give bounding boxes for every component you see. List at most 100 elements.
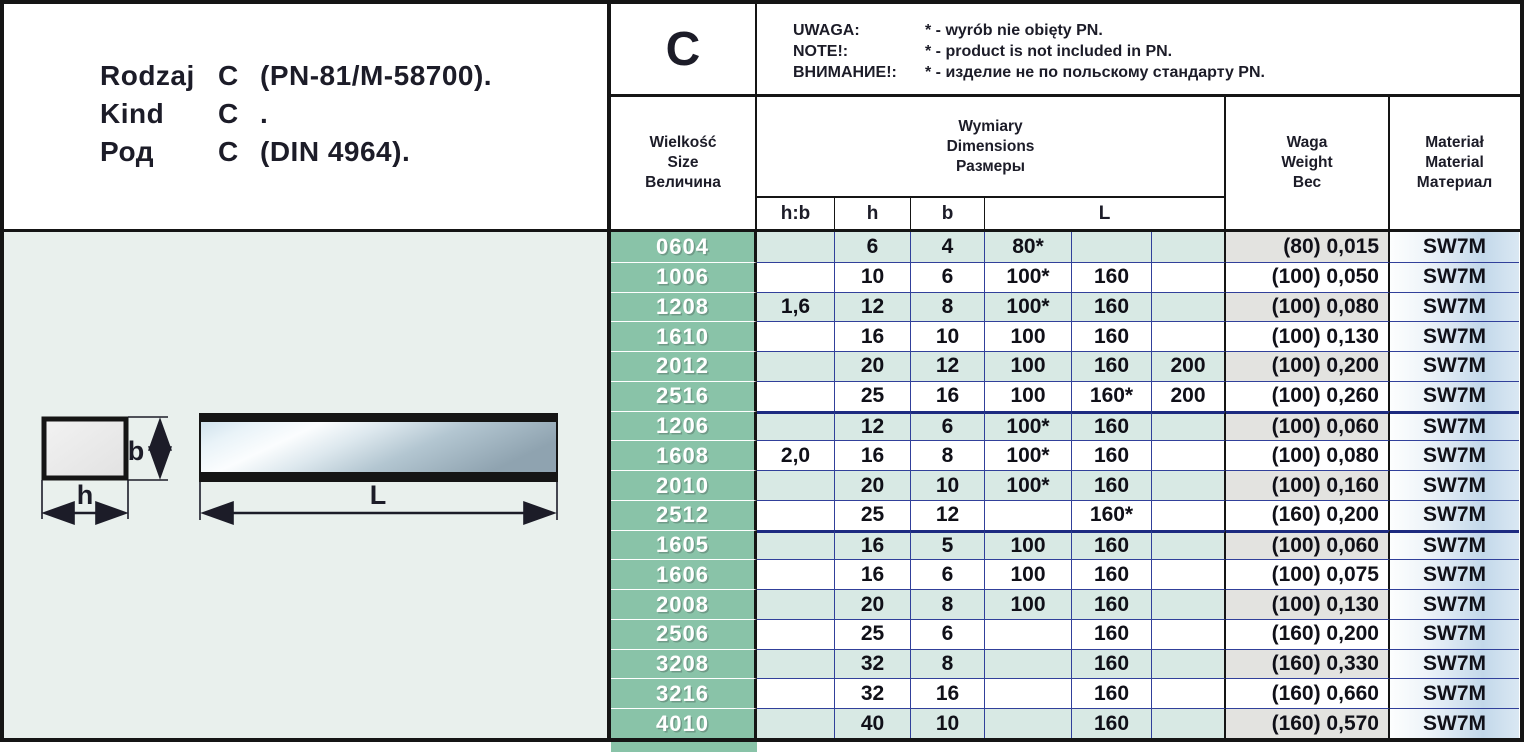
hb-ratio-cell: 1,6 [757,291,835,322]
length-2-cell: 160 [1072,559,1152,590]
note-line-pl: UWAGA: * - wyrób nie obięty PN. [793,20,1520,41]
size-cell: 1606 [611,559,757,590]
material-header-en: Material [1425,154,1484,171]
h-cell: 16 [835,440,911,471]
length-3-cell [1152,708,1226,739]
title-standard-pl: (PN-81/M-58700). [260,60,493,91]
table-header-columns: Wielkość Size Величина Wymiary Dimension… [611,97,1520,232]
kind-letter: C [665,22,701,76]
weight-cell: (100) 0,050 [1226,261,1390,292]
length-1-cell: 80* [985,232,1072,262]
length-1-cell [985,499,1072,530]
dimension-arrow-b: b [128,416,172,481]
weight-header-ru: Вес [1292,174,1322,191]
length-1-cell: 100 [985,589,1072,619]
size-cell: 2010 [611,470,757,500]
length-3-cell [1152,589,1226,619]
b-cell: 16 [911,678,985,709]
table-row-1605: 1605 16 5 100 160 (100) 0,060 SW7M [611,529,1520,560]
h-cell: 20 [835,589,911,619]
title-kind-ru: C [218,136,239,167]
length-3-cell [1152,559,1226,590]
material-cell: SW7M [1390,589,1519,619]
dims-header-ru: Размеры [955,157,1026,175]
length-2-cell: 160 [1072,529,1152,560]
h-cell: 16 [835,529,911,560]
h-cell: 20 [835,470,911,500]
b-cell: 16 [911,380,985,411]
b-cell: 12 [911,499,985,530]
note-line-ru: ВНИМАНИЕ!: * - изделие не по польскому с… [793,62,1520,83]
title-label-en: Kind [100,98,165,129]
length-1-cell: 100 [985,529,1072,560]
note-label-ru: ВНИМАНИЕ!: [793,64,897,81]
material-header-ru: Материал [1416,174,1493,191]
hb-ratio-cell [757,470,835,500]
column-header-dimensions: Wymiary Dimensions Размеры h:b h b L [757,97,1226,229]
bottom-sliver-size-column [611,742,757,752]
h-cell: 25 [835,380,911,411]
size-cell: 2506 [611,618,757,649]
length-1-cell: 100* [985,261,1072,292]
length-3-cell [1152,470,1226,500]
length-3-cell: 200 [1152,380,1226,411]
material-cell: SW7M [1390,351,1519,381]
weight-cell: (100) 0,160 [1226,470,1390,500]
h-cell: 16 [835,321,911,352]
material-cell: SW7M [1390,232,1519,262]
cross-section-shape [41,416,129,481]
length-3-cell [1152,648,1226,679]
hb-ratio-cell [757,321,835,352]
weight-cell: (100) 0,060 [1226,529,1390,560]
weight-cell: (100) 0,080 [1226,440,1390,471]
length-2-cell: 160 [1072,470,1152,500]
b-cell: 6 [911,618,985,649]
b-cell: 10 [911,708,985,739]
title-kind-en: C [218,98,239,129]
title-label-ru: Род [100,136,154,167]
length-2-cell: 160 [1072,618,1152,649]
weight-cell: (160) 0,570 [1226,708,1390,739]
length-1-cell: 100* [985,410,1072,441]
weight-cell: (80) 0,015 [1226,232,1390,262]
b-cell: 8 [911,589,985,619]
material-header-pl: Materiał [1425,134,1484,151]
dimension-arrow-L: L [199,480,558,525]
material-cell: SW7M [1390,321,1519,352]
title-standard-ru: (DIN 4964). [260,136,411,167]
hb-ratio-cell [757,351,835,381]
length-3-cell [1152,291,1226,322]
subheader-L: L [1098,202,1111,224]
h-cell: 25 [835,618,911,649]
size-cell: 2008 [611,589,757,619]
weight-header-en: Weight [1281,154,1333,171]
size-cell: 1608 [611,440,757,471]
weight-cell: (160) 0,330 [1226,648,1390,679]
b-cell: 8 [911,440,985,471]
table-row-1208: 1208 1,6 12 8 100* 160 (100) 0,080 SW7M [611,291,1520,322]
size-table-body: 0604 6 4 80* (80) 0,015 SW7M 1006 10 6 100* 160 (10… [611,232,1520,739]
size-cell: 0604 [611,232,757,262]
table-row-2008: 2008 20 8 100 160 (100) 0,130 SW7M [611,589,1520,619]
size-header-en: Size [667,154,699,171]
size-cell: 1605 [611,529,757,560]
length-2-cell: 160* [1072,499,1152,530]
table-row-2010: 2010 20 10 100* 160 (100) 0,160 SW7M [611,470,1520,500]
hb-ratio-cell [757,618,835,649]
material-cell: SW7M [1390,440,1519,471]
length-2-cell: 160 [1072,261,1152,292]
hb-ratio-cell [757,261,835,292]
column-header-weight: Waga Weight Вес [1226,97,1390,229]
material-cell: SW7M [1390,529,1519,560]
length-3-cell [1152,261,1226,292]
dims-header-pl: Wymiary [958,117,1023,135]
size-cell: 2516 [611,380,757,411]
weight-cell: (100) 0,130 [1226,589,1390,619]
table-row-4010: 4010 40 10 160 (160) 0,570 SW7M [611,708,1520,739]
weight-cell: (100) 0,060 [1226,410,1390,441]
table-row-0604: 0604 6 4 80* (80) 0,015 SW7M [611,232,1520,262]
dimension-arrow-h: h [41,480,129,525]
length-2-cell: 160 [1072,440,1152,471]
table-row-1606: 1606 16 6 100 160 (100) 0,075 SW7M [611,559,1520,590]
